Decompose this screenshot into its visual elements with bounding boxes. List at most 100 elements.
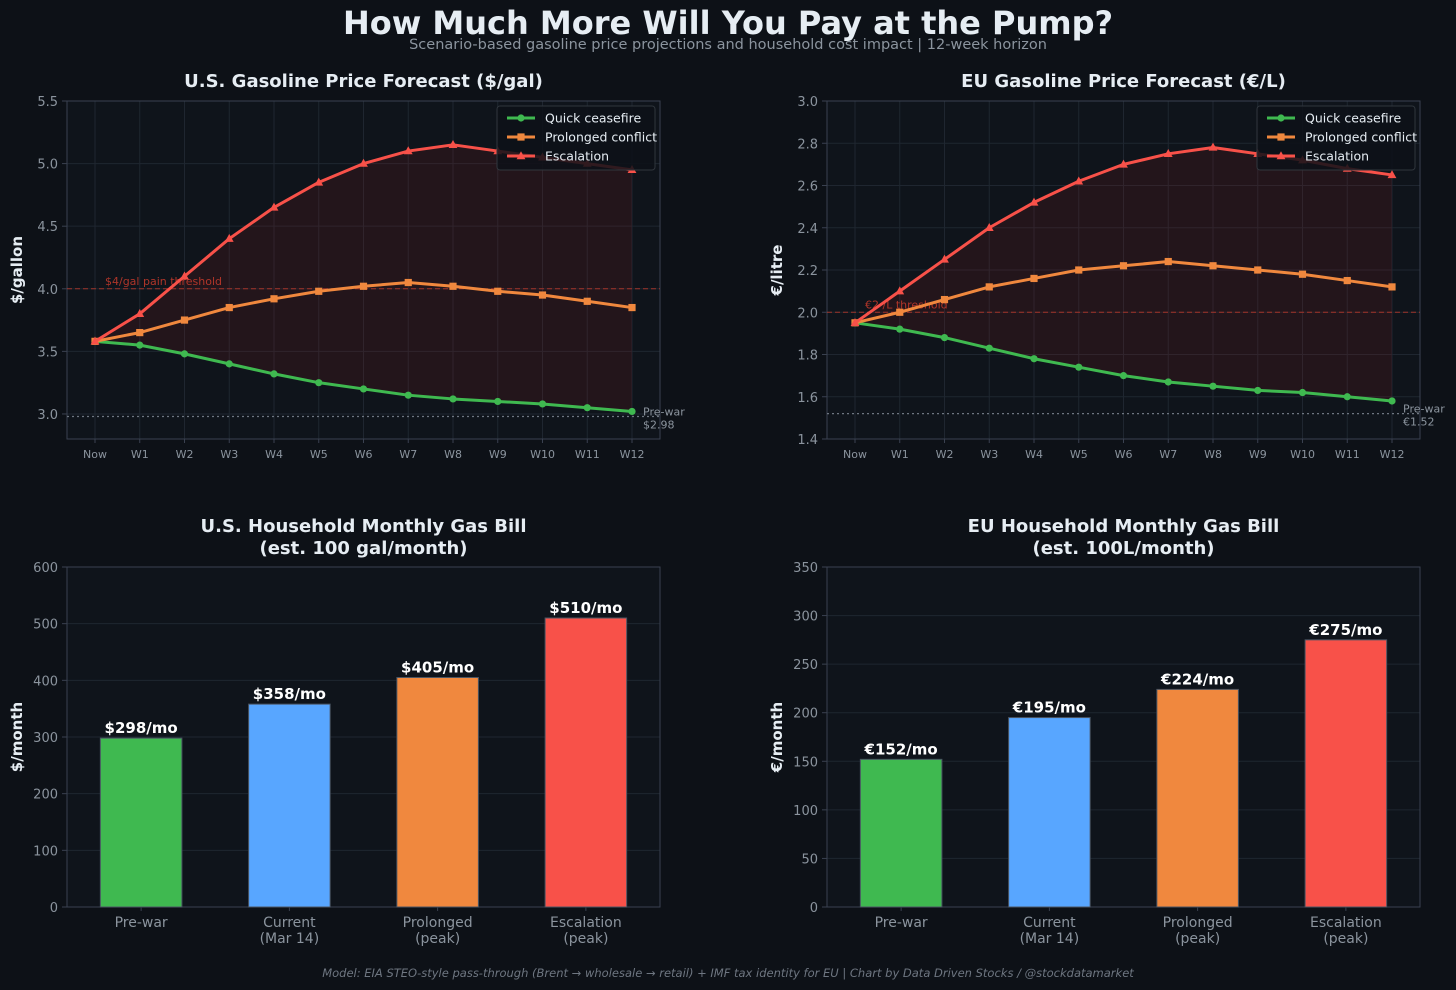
y-tick-label: 2.0 [797, 306, 818, 321]
x-tick-label: W11 [575, 448, 600, 461]
data-point [448, 140, 458, 149]
data-point [270, 295, 278, 303]
data-point [269, 202, 279, 211]
x-tick-label: W12 [1380, 448, 1405, 461]
x-tick-label: Prolonged [1163, 915, 1233, 931]
data-point [315, 287, 323, 295]
x-tick-label: W3 [220, 448, 238, 461]
y-tick-label: 1.6 [797, 391, 818, 406]
x-tick-label: W7 [399, 448, 417, 461]
x-tick-label: Now [843, 448, 867, 461]
y-tick-label: 400 [33, 674, 58, 689]
data-point [583, 297, 591, 305]
bar-data-label: €224/mo [1160, 670, 1234, 688]
y-tick-label: 100 [33, 844, 58, 859]
data-point [896, 325, 904, 333]
footer-credit: Model: EIA STEO-style pass-through (Bren… [322, 966, 1134, 980]
y-tick-label: 2.2 [797, 264, 818, 279]
x-tick-label: W12 [620, 448, 645, 461]
x-tick-label: (peak) [1175, 931, 1220, 947]
y-tick-label: 3.5 [37, 345, 58, 360]
x-tick-label: W7 [1159, 448, 1177, 461]
legend-marker [516, 151, 526, 160]
x-tick-label: W8 [444, 448, 462, 461]
data-point [225, 303, 233, 312]
data-point [850, 318, 860, 327]
x-tick-label: W11 [1335, 448, 1360, 461]
y-axis-label: $/month [8, 702, 26, 772]
data-point [1164, 257, 1172, 266]
data-point [135, 309, 145, 318]
x-tick-label: Escalation [550, 915, 622, 931]
data-point [1030, 355, 1038, 363]
x-tick-label: W4 [1025, 448, 1043, 461]
data-point [1254, 266, 1262, 274]
y-tick-label: 100 [793, 804, 818, 819]
data-point [538, 291, 547, 299]
scenario-range-band [95, 144, 632, 412]
y-tick-label: 4.5 [37, 220, 58, 235]
data-point [985, 344, 993, 352]
data-point [583, 404, 591, 412]
legend-marker [517, 114, 525, 122]
data-point [403, 146, 413, 155]
x-tick-label: W10 [530, 448, 555, 461]
data-point [538, 400, 547, 408]
data-point [1298, 270, 1307, 278]
x-tick-label: W5 [310, 448, 328, 461]
data-point [1343, 393, 1351, 401]
legend-label: Escalation [1305, 149, 1369, 164]
page-subtitle: Scenario-based gasoline price projection… [409, 37, 1047, 53]
y-tick-label: 250 [793, 658, 818, 673]
legend: Quick ceasefire Prolonged conflict Escalat… [1256, 105, 1417, 171]
series-quick-ceasefire [91, 337, 636, 416]
data-point [1119, 372, 1128, 380]
data-point [628, 407, 636, 416]
y-tick-label: 0 [50, 901, 58, 916]
data-point [984, 222, 994, 231]
x-tick-label: W5 [1070, 448, 1088, 461]
bar-data-label: $298/mo [105, 719, 178, 737]
bar-data-label: €152/mo [864, 740, 938, 758]
series-prolonged-conflict [91, 278, 636, 345]
bar-data-label: $358/mo [253, 685, 326, 703]
data-point [180, 350, 189, 358]
x-tick-label: W8 [1204, 448, 1222, 461]
data-point [896, 308, 904, 316]
y-tick-label: 150 [793, 755, 818, 770]
chart-title-line2: (est. 100L/month) [1032, 538, 1214, 559]
y-tick-label: 300 [33, 731, 58, 746]
y-tick-label: 600 [33, 561, 58, 576]
bar-pre-war [859, 758, 943, 908]
y-tick-label: 2.8 [797, 137, 818, 152]
x-tick-label: (Mar 14) [1020, 931, 1080, 947]
chart-title: EU Gasoline Price Forecast (€/L) [961, 71, 1286, 92]
x-tick-label: Pre-war [115, 915, 168, 931]
x-tick-label: (peak) [1323, 931, 1368, 947]
bar-current [1008, 717, 1091, 908]
data-point [270, 370, 278, 378]
y-axis-label: $/gallon [8, 236, 26, 304]
bar-data-label: €275/mo [1308, 621, 1382, 639]
x-tick-label: W2 [936, 448, 954, 461]
y-tick-label: 200 [33, 788, 58, 803]
y-tick-label: 500 [33, 618, 58, 633]
y-tick-label: 0 [810, 901, 818, 916]
x-tick-label: W6 [1115, 448, 1133, 461]
data-point [180, 271, 189, 280]
prewar-label: Pre-war [643, 405, 685, 418]
legend-marker [1276, 151, 1286, 160]
x-tick-label: Now [83, 448, 107, 461]
legend-label: Prolonged conflict [1305, 130, 1417, 145]
x-tick-label: Current [1023, 915, 1076, 931]
chart-title: U.S. Gasoline Price Forecast ($/gal) [184, 71, 543, 92]
y-tick-label: 200 [793, 707, 818, 722]
data-point [940, 334, 949, 342]
data-point [224, 233, 234, 242]
x-tick-label: W1 [891, 448, 909, 461]
y-axis-label: €/month [768, 702, 786, 773]
data-point [494, 287, 502, 295]
data-point [1388, 283, 1396, 291]
page-title: How Much More Will You Pay at the Pump? [342, 4, 1114, 42]
chart-title: U.S. Household Monthly Gas Bill [200, 516, 526, 537]
